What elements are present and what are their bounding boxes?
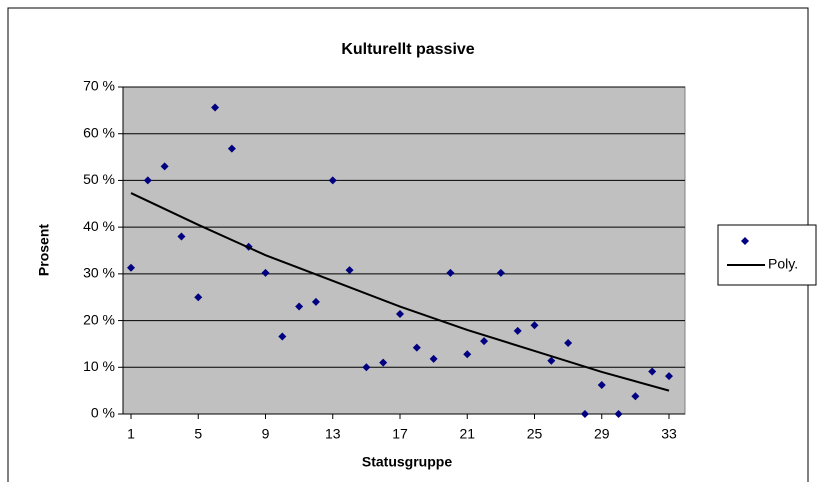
y-tick-label: 60 % [83,124,115,140]
scatter-point [429,354,438,363]
scatter-point [580,410,589,418]
y-tick-label: 20 % [83,311,115,327]
scatter-point [278,332,287,341]
legend-label: Poly. [768,256,798,272]
scatter-point [261,268,270,277]
y-tick-label: 40 % [83,218,115,234]
scatter-point [597,381,606,390]
scatter-point [480,337,489,346]
scatter-point [194,293,203,302]
x-tick-label: 1 [127,426,135,442]
scatter-point [328,176,337,185]
y-tick-label: 70 % [83,78,115,94]
scatter-point [665,372,673,381]
scatter-point [362,363,371,372]
scatter-point [412,343,421,352]
x-tick-label: 9 [262,426,270,442]
y-axis-label: Prosent [36,224,52,276]
scatter-point [564,338,573,347]
trend-line [130,192,670,392]
scatter-point [311,297,320,306]
y-tick-label: 30 % [83,265,115,281]
x-tick-label: 29 [594,426,610,442]
scatter-point [513,326,522,335]
scatter-point [379,358,388,367]
legend-marker [741,237,749,245]
scatter-point [396,310,404,319]
scatter-point [463,350,472,359]
y-tick-label: 0 % [91,405,115,421]
x-tick-label: 25 [527,426,543,442]
plot-area [122,86,686,415]
scatter-point [446,268,455,277]
scatter-point [127,263,135,272]
scatter-point [345,266,354,275]
scatter-point [211,103,220,112]
scatter-point [295,302,304,311]
scatter-point [631,392,640,401]
y-tick-label: 10 % [83,358,115,374]
scatter-point [648,367,657,376]
legend [717,224,817,286]
scatter-point [160,162,169,171]
chart-title: Kulturellt passive [341,41,474,58]
x-axis-label: Statusgruppe [362,454,452,470]
x-tick-label: 5 [194,426,202,442]
x-tick-label: 21 [459,426,475,442]
scatter-point [547,356,556,365]
scatter-point [227,144,236,153]
scatter-point [143,176,152,185]
x-tick-label: 13 [325,426,341,442]
scatter-point [530,321,539,330]
scatter-point [614,410,623,418]
scatter-point [496,268,505,277]
scatter-point [177,232,186,241]
x-tick-label: 17 [392,426,408,442]
x-tick-label: 33 [661,426,677,442]
y-tick-label: 50 % [83,171,115,187]
